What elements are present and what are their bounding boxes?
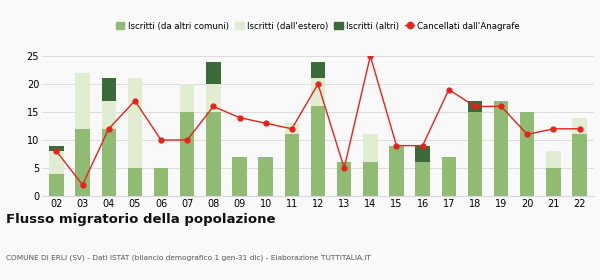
Bar xyxy=(49,174,64,196)
Bar xyxy=(284,134,299,196)
Bar xyxy=(284,123,299,134)
Bar xyxy=(49,151,64,174)
Bar xyxy=(259,157,273,196)
Bar xyxy=(180,112,194,196)
Bar xyxy=(572,118,587,134)
Bar xyxy=(154,168,168,196)
Bar xyxy=(337,162,352,196)
Bar xyxy=(206,112,221,196)
Bar xyxy=(101,78,116,101)
Bar xyxy=(572,134,587,196)
Bar xyxy=(76,73,90,129)
Text: COMUNE DI ERLI (SV) - Dati ISTAT (bilancio demografico 1 gen-31 dic) - Elaborazi: COMUNE DI ERLI (SV) - Dati ISTAT (bilanc… xyxy=(6,255,371,261)
Bar xyxy=(311,62,325,78)
Bar xyxy=(546,168,560,196)
Bar xyxy=(363,134,377,162)
Bar xyxy=(468,101,482,112)
Bar xyxy=(101,101,116,129)
Bar xyxy=(128,168,142,196)
Legend: Iscritti (da altri comuni), Iscritti (dall'estero), Iscritti (altri), Cancellati: Iscritti (da altri comuni), Iscritti (da… xyxy=(112,18,524,34)
Bar xyxy=(206,84,221,112)
Bar xyxy=(311,106,325,196)
Bar xyxy=(180,84,194,112)
Bar xyxy=(76,129,90,196)
Bar xyxy=(311,78,325,106)
Bar xyxy=(232,157,247,196)
Bar xyxy=(101,129,116,196)
Bar xyxy=(442,157,456,196)
Bar xyxy=(206,62,221,84)
Bar xyxy=(494,101,508,196)
Bar xyxy=(49,146,64,151)
Bar xyxy=(363,162,377,196)
Bar xyxy=(468,112,482,196)
Bar xyxy=(415,162,430,196)
Bar xyxy=(520,112,535,196)
Bar xyxy=(415,146,430,162)
Bar xyxy=(389,146,404,196)
Text: Flusso migratorio della popolazione: Flusso migratorio della popolazione xyxy=(6,213,275,226)
Bar xyxy=(546,151,560,168)
Bar xyxy=(128,78,142,168)
